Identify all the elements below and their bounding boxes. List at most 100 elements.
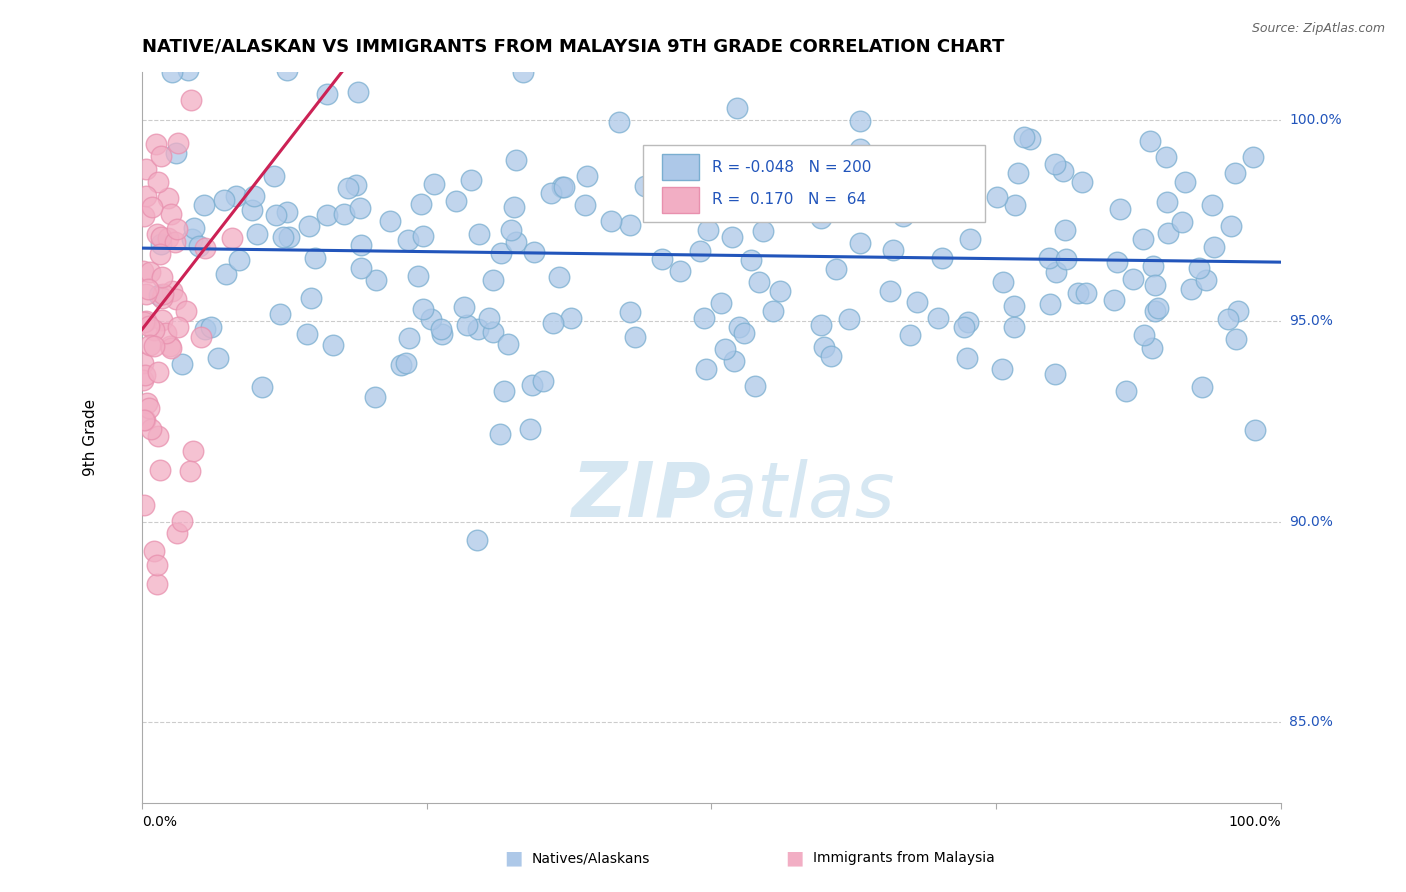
Point xyxy=(165,292,187,306)
Point xyxy=(395,356,418,370)
Point xyxy=(633,178,655,193)
Text: 0.0%: 0.0% xyxy=(142,814,177,829)
Point xyxy=(156,190,179,204)
Point xyxy=(813,340,835,354)
Point xyxy=(149,237,172,252)
Point xyxy=(136,282,159,296)
Point xyxy=(624,330,647,344)
Text: R = -0.048   N = 200: R = -0.048 N = 200 xyxy=(713,160,872,175)
Point xyxy=(430,327,453,342)
Point xyxy=(1157,227,1180,241)
Point xyxy=(1216,311,1239,326)
Point xyxy=(801,203,824,218)
Point xyxy=(271,229,294,244)
Point xyxy=(711,196,734,211)
Text: 90.0%: 90.0% xyxy=(1289,515,1333,529)
Point xyxy=(263,169,285,183)
Point xyxy=(1105,255,1128,269)
Point xyxy=(465,533,488,547)
Point xyxy=(423,177,446,191)
Point xyxy=(721,230,744,244)
Point xyxy=(150,149,173,163)
Point xyxy=(444,194,467,208)
Point xyxy=(190,330,212,344)
Text: Immigrants from Malaysia: Immigrants from Malaysia xyxy=(813,851,994,865)
Text: 95.0%: 95.0% xyxy=(1289,314,1333,328)
Point xyxy=(748,275,770,289)
Point xyxy=(276,63,298,78)
Point xyxy=(1225,166,1247,180)
Point xyxy=(986,190,1008,204)
Point xyxy=(221,231,243,245)
Point xyxy=(430,322,453,336)
Point xyxy=(159,207,181,221)
Point xyxy=(252,380,274,394)
Point xyxy=(332,207,354,221)
FancyBboxPatch shape xyxy=(643,145,984,222)
Point xyxy=(146,558,169,573)
Point xyxy=(215,267,238,281)
Point xyxy=(141,200,163,214)
Point xyxy=(1067,286,1090,301)
Point xyxy=(710,296,733,310)
Point xyxy=(1220,219,1243,234)
Point xyxy=(820,349,842,363)
Point xyxy=(482,325,505,339)
Point xyxy=(225,189,247,203)
Point xyxy=(553,180,575,194)
Text: NATIVE/ALASKAN VS IMMIGRANTS FROM MALAYSIA 9TH GRADE CORRELATION CHART: NATIVE/ALASKAN VS IMMIGRANTS FROM MALAYS… xyxy=(142,37,1004,55)
Point xyxy=(523,245,546,260)
Point xyxy=(380,214,402,228)
Point xyxy=(1043,157,1066,171)
Point xyxy=(135,189,157,203)
Point xyxy=(148,288,170,302)
Point xyxy=(825,262,848,277)
Point xyxy=(160,341,183,355)
Point xyxy=(132,315,155,329)
Point xyxy=(132,372,155,386)
Point xyxy=(512,65,534,79)
Point xyxy=(180,94,202,108)
Point xyxy=(838,312,860,326)
Point xyxy=(165,146,187,161)
Point xyxy=(194,241,217,255)
Point xyxy=(412,301,434,316)
Point xyxy=(1171,215,1194,229)
Point xyxy=(810,318,832,332)
Point xyxy=(1109,202,1132,216)
Point xyxy=(170,357,193,371)
Point xyxy=(1045,265,1067,279)
Point xyxy=(689,244,711,258)
Point xyxy=(893,209,915,223)
Point xyxy=(1201,198,1223,212)
Point xyxy=(879,284,901,298)
Point xyxy=(695,362,717,376)
Point xyxy=(132,498,155,512)
Point xyxy=(1225,332,1247,346)
Point xyxy=(1147,301,1170,315)
Point xyxy=(716,18,738,32)
Point xyxy=(1191,380,1213,394)
Text: 85.0%: 85.0% xyxy=(1289,715,1333,730)
Point xyxy=(1054,222,1077,236)
Point xyxy=(350,238,373,252)
Point xyxy=(1156,194,1178,209)
Point xyxy=(505,235,527,250)
Point xyxy=(149,230,172,244)
Point xyxy=(138,318,160,333)
Point xyxy=(150,292,173,306)
Point xyxy=(142,323,165,337)
Point xyxy=(1143,278,1166,293)
Point xyxy=(478,311,501,326)
Point xyxy=(152,312,174,326)
Point xyxy=(468,227,491,241)
Point xyxy=(848,185,870,199)
Point xyxy=(1121,272,1143,286)
Point xyxy=(1039,296,1062,310)
Point xyxy=(849,142,872,156)
Point xyxy=(134,412,156,426)
Point xyxy=(364,390,387,404)
Point xyxy=(993,275,1015,289)
Point xyxy=(322,338,344,352)
Point xyxy=(243,189,266,203)
